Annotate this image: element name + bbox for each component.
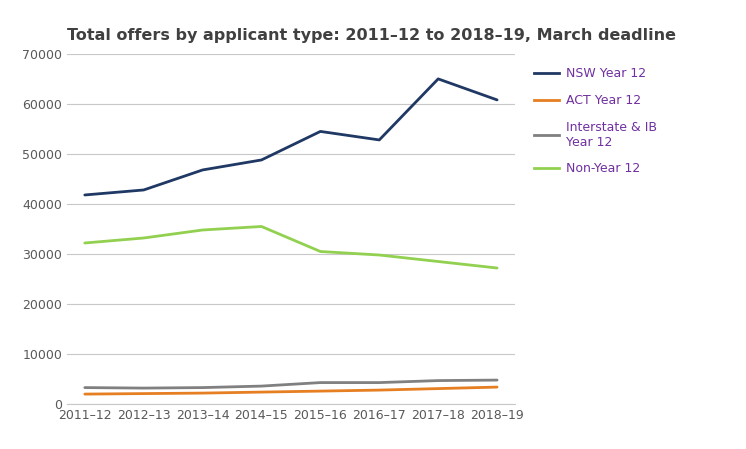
NSW Year 12 <box>316 129 325 134</box>
ACT Year 12 <box>198 390 207 396</box>
ACT Year 12 <box>257 389 266 395</box>
ACT Year 12 <box>374 387 383 393</box>
Interstate & IB
Year 12 <box>257 383 266 389</box>
NSW Year 12 <box>374 137 383 143</box>
Line: ACT Year 12: ACT Year 12 <box>85 387 497 394</box>
Interstate & IB
Year 12 <box>433 378 442 383</box>
NSW Year 12 <box>140 187 148 193</box>
Interstate & IB
Year 12 <box>140 385 148 391</box>
NSW Year 12 <box>81 192 90 198</box>
Line: NSW Year 12: NSW Year 12 <box>85 79 497 195</box>
ACT Year 12 <box>81 392 90 397</box>
Text: Total offers by applicant type: 2011–12 to 2018–19, March deadline: Total offers by applicant type: 2011–12 … <box>67 28 676 43</box>
NSW Year 12 <box>433 76 442 82</box>
Non-Year 12 <box>81 240 90 246</box>
Non-Year 12 <box>374 252 383 258</box>
NSW Year 12 <box>257 157 266 163</box>
Interstate & IB
Year 12 <box>492 378 501 383</box>
Interstate & IB
Year 12 <box>198 385 207 390</box>
Non-Year 12 <box>492 265 501 271</box>
ACT Year 12 <box>492 384 501 390</box>
Non-Year 12 <box>257 224 266 229</box>
ACT Year 12 <box>433 386 442 391</box>
Line: Interstate & IB
Year 12: Interstate & IB Year 12 <box>85 380 497 388</box>
NSW Year 12 <box>198 167 207 173</box>
Non-Year 12 <box>433 259 442 264</box>
Non-Year 12 <box>316 249 325 254</box>
Interstate & IB
Year 12 <box>374 380 383 385</box>
NSW Year 12 <box>492 97 501 103</box>
ACT Year 12 <box>140 391 148 396</box>
Interstate & IB
Year 12 <box>81 385 90 390</box>
Non-Year 12 <box>198 227 207 233</box>
Non-Year 12 <box>140 235 148 241</box>
Legend: NSW Year 12, ACT Year 12, Interstate & IB
Year 12, Non-Year 12: NSW Year 12, ACT Year 12, Interstate & I… <box>534 67 656 176</box>
ACT Year 12 <box>316 388 325 394</box>
Line: Non-Year 12: Non-Year 12 <box>85 226 497 268</box>
Interstate & IB
Year 12 <box>316 380 325 385</box>
